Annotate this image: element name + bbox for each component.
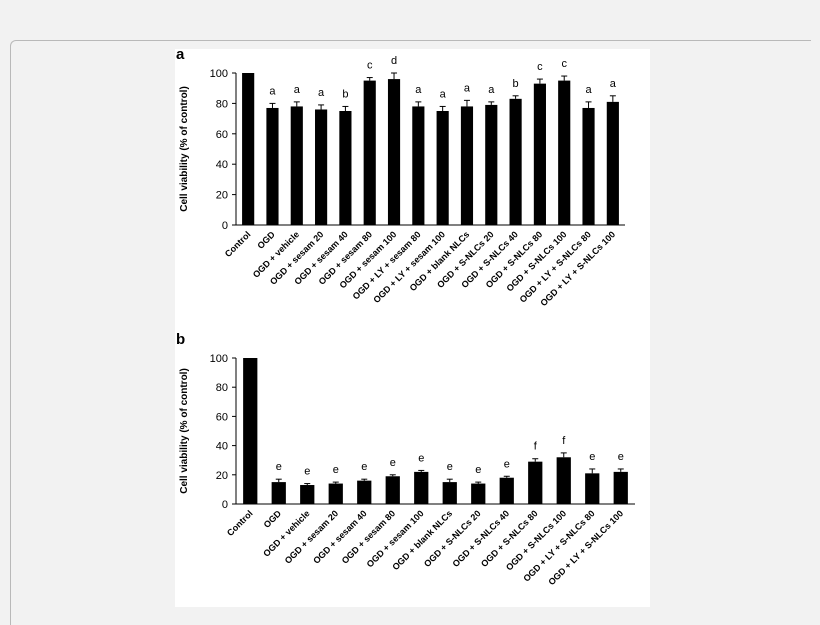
panel-b-significance-letter: e [390,457,396,469]
panel-a-y-tick-label: 0 [222,220,228,232]
panel-b-bar [556,457,571,504]
panel-a-significance-letter: a [269,85,276,97]
panel-a-bar [460,106,474,225]
panel-b-x-tick-label: OGD [262,508,284,530]
panel-b-bar [243,358,258,504]
panel-a-y-tick-label: 80 [216,98,228,110]
panel-b-y-axis-title: Cell viability (% of control) [179,368,190,494]
panel-a-bar [485,104,498,225]
panel-a-x-tick-label: OGD [255,229,277,251]
panel-a-y-tick-label: 40 [216,159,228,171]
panel-a-bar [339,111,352,225]
panel-a-bar [436,111,449,225]
panel-b-significance-letter: e [333,464,339,476]
panel-a-significance-letter: a [318,87,325,99]
panel-b-bar [528,461,543,504]
panel-b-label: b [176,331,185,348]
panel-a-significance-letter: b [513,78,519,90]
panel-a-bar [412,106,425,225]
panel-a-label: a [176,49,185,63]
panel-a-significance-letter: a [415,84,422,96]
panel-b-bar [328,483,343,504]
panel-a-y-tick-label: 100 [210,68,228,80]
panel-b-significance-letter: e [589,451,595,463]
panel-b-significance-letter: e [475,464,481,476]
panel-b-bar [471,483,486,504]
panel-b-significance-letter: e [304,466,310,478]
panel-b-significance-letter: f [562,435,566,447]
bar-charts: a Cell viability (% of control) 0 20 40 60 80 1… [176,46,635,587]
panel-b-bar [499,477,514,504]
figure-panel: a Cell viability (% of control) 0 20 40 60 80 1… [175,46,650,607]
panel-a-significance-letter: a [440,88,447,100]
panel-b-significance-letter: f [534,441,538,453]
panel-b-y-tick-label: 100 [210,353,228,365]
panel-b-significance-letter: e [418,452,424,464]
panel-a-y-tick-label: 60 [216,129,228,141]
panel-a-bar [266,107,279,225]
panel-b-bar [613,471,628,504]
panel-a-significance-letter: a [585,84,592,96]
panel-a-bar [290,106,303,225]
panel-b-bar [300,485,315,504]
panel-a-significance-letter: c [367,60,373,72]
panel-b-bar [385,476,400,504]
panel-a-significance-letter: c [537,61,543,73]
panel-a-significance-letter: a [488,84,495,96]
panel-b-bar [414,471,429,504]
panel-a-y-tick-label: 20 [216,190,228,202]
panel-b-y-tick-label: 40 [216,441,228,453]
panel-a-bar [606,101,619,225]
panel-a-significance-letter: b [342,88,348,100]
panel-b-y-tick-label: 20 [216,470,228,482]
panel-a-significance-letter: a [464,82,471,94]
panel-a-bar [509,98,522,225]
panel-a-bar [558,80,571,225]
panel-b-y-tick-label: 0 [222,499,228,511]
panel-b-bar [357,480,372,504]
panel-b-significance-letter: e [361,461,367,473]
panel-a-significance-letter: a [294,84,301,96]
panel-b-x-tick-label: Control [225,508,255,538]
panel-b-significance-letter: e [276,461,282,473]
panel-a-bar [363,80,376,225]
panel-a-significance-letter: d [391,55,397,67]
panel-a-bar [315,109,328,225]
panel-a-x-tick-label: Control [223,229,253,259]
panel-b-bar [442,482,457,504]
panel-a-bar [387,79,401,225]
panel-b-bar [585,473,600,504]
panel-a-y-axis-title: Cell viability (% of control) [179,86,190,212]
panel-a-bar [533,83,546,225]
panel-a-significance-letter: a [610,78,617,90]
panel-a-bar [242,73,255,225]
panel-b-significance-letter: e [504,458,510,470]
panel-b-y-tick-label: 80 [216,382,228,394]
panel-a-bar [582,107,595,225]
panel-b-significance-letter: e [618,451,624,463]
panel-b-y-tick-label: 60 [216,411,228,423]
panel-a-significance-letter: c [561,58,567,70]
panel-b-significance-letter: e [447,461,453,473]
panel-b-bar [271,482,286,504]
